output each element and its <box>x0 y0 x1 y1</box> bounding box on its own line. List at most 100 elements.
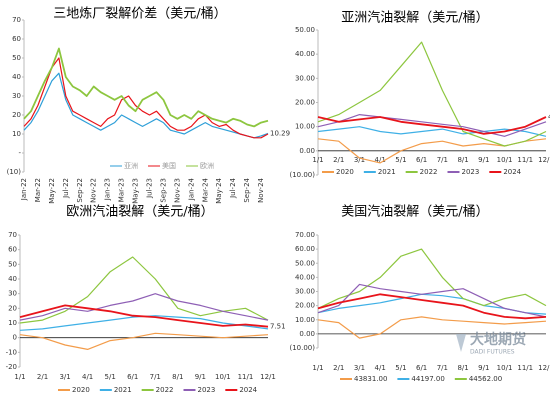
y-tick-label: 40 <box>8 275 17 283</box>
legend-label: 欧洲 <box>200 161 214 170</box>
chart: 三地炼厂裂解价差（美元/桶） (10) - 10 20 30 40 50 60 70 Jan-22 M… <box>7 7 290 204</box>
x-tick-label: 7/1 <box>150 373 161 381</box>
annotation: 10.29 <box>270 129 290 137</box>
x-tick-label: Nov-24 <box>257 177 265 202</box>
chart-title: 亚洲汽油裂解（美元/桶） <box>341 11 488 26</box>
y-tick-label: 50 <box>12 54 21 62</box>
series-line <box>19 293 269 321</box>
x-tick-label: 11/1 <box>517 364 533 372</box>
x-tick-label: Jan-23 <box>104 178 112 201</box>
logo: 大地期货 DADI FUTURES <box>456 331 526 356</box>
x-tick-label: 11/1 <box>238 373 254 381</box>
x-tick-label: May-24 <box>215 177 223 203</box>
chart-title: 欧洲汽油裂解（美元/桶） <box>66 205 213 220</box>
legend-label: 美国 <box>162 161 176 170</box>
series-line <box>317 283 547 318</box>
x-tick-label: 9/1 <box>478 364 489 372</box>
logo-name: 大地期货 <box>470 331 526 348</box>
x-tick-label: 1/1 <box>312 156 323 164</box>
series-line <box>19 315 269 331</box>
legend-label: 2022 <box>420 168 438 176</box>
x-tick-label: 4/1 <box>82 373 93 381</box>
legend-label: 2021 <box>378 168 396 176</box>
x-tick-label: Sep-23 <box>159 178 167 203</box>
legend-label: 2021 <box>114 386 132 394</box>
y-tick-label: 10 <box>8 319 17 327</box>
x-tick-label: Jul-23 <box>145 178 153 199</box>
x-tick-label: 12/1 <box>260 373 276 381</box>
legend-label: 2020 <box>336 168 354 176</box>
logo-icon <box>456 334 466 352</box>
x-tick-label: 6/1 <box>127 373 138 381</box>
series-line <box>19 332 269 350</box>
x-tick-label: Sep-24 <box>243 177 251 202</box>
logo-en: DADI FUTURES <box>470 349 515 356</box>
y-tick-label: 50.00 <box>295 26 315 34</box>
x-tick-label: Nov-22 <box>90 178 98 203</box>
annotation: 4.14 <box>548 113 550 121</box>
series-line <box>19 256 269 324</box>
x-tick-label: 10/1 <box>497 156 513 164</box>
y-tick-label: 20.00 <box>295 302 315 310</box>
x-tick-label: Nov-23 <box>173 178 181 203</box>
x-tick-label: 5/1 <box>395 364 406 372</box>
annotation: 7.51 <box>270 323 286 331</box>
series-line <box>317 248 547 309</box>
chart: 亚洲汽油裂解（美元/桶） (10.00) 0.00 10.00 20.00 30.00 40… <box>289 11 550 180</box>
y-tick-label: 50 <box>8 260 17 268</box>
x-tick-label: 1/1 <box>312 364 323 372</box>
y-tick-label: - <box>18 149 21 157</box>
x-tick-label: 4/1 <box>375 364 386 372</box>
series-line <box>19 304 269 328</box>
y-tick-label: 0.00 <box>299 330 315 338</box>
chart: 美国汽油裂解（美元/桶） (10.00) 0.00 10.00 20.00 30.00 40… <box>289 205 550 384</box>
x-tick-label: Mar-24 <box>201 177 209 202</box>
series-line <box>317 114 547 137</box>
x-tick-label: 6/1 <box>416 364 427 372</box>
chart-title: 三地炼厂裂解价差（美元/桶） <box>53 7 226 22</box>
y-tick-label: -20 <box>6 363 17 371</box>
y-tick-label: 30 <box>8 290 17 298</box>
series-line <box>317 293 547 320</box>
y-tick-label: 40 <box>12 73 21 81</box>
x-tick-label: 7/1 <box>437 156 448 164</box>
x-tick-label: 10/1 <box>215 373 231 381</box>
x-tick-label: 2/1 <box>333 156 344 164</box>
x-tick-label: 9/1 <box>195 373 206 381</box>
y-tick-label: 60 <box>8 246 17 254</box>
legend-label: 2024 <box>503 168 521 176</box>
y-tick-label: (10.00) <box>289 344 315 352</box>
series-line <box>317 316 547 339</box>
x-tick-label: 5/1 <box>395 156 406 164</box>
x-tick-label: 1/1 <box>14 373 25 381</box>
y-tick-label: 20 <box>12 111 21 119</box>
x-tick-label: 3/1 <box>354 364 365 372</box>
series-line <box>23 47 269 128</box>
y-tick-label: 20 <box>8 304 17 312</box>
x-tick-label: Mar-23 <box>118 178 126 202</box>
legend-label: 44197.00 <box>411 375 444 383</box>
y-tick-label: 50.00 <box>295 259 315 267</box>
legend-label: 44562.00 <box>469 375 502 383</box>
legend-label: 2023 <box>197 386 215 394</box>
x-tick-label: 3/1 <box>354 156 365 164</box>
y-tick-label: 60.00 <box>295 245 315 253</box>
legend-label: 2020 <box>72 386 90 394</box>
series-line <box>23 57 269 139</box>
y-tick-label: 20.00 <box>295 99 315 107</box>
y-tick-label: 30 <box>12 92 21 100</box>
y-tick-label: 40.00 <box>295 273 315 281</box>
x-tick-label: 12/1 <box>538 156 550 164</box>
y-tick-label: 70 <box>8 231 17 239</box>
legend-label: 2024 <box>239 386 257 394</box>
x-tick-label: 11/1 <box>517 156 533 164</box>
x-tick-label: May-22 <box>48 178 56 204</box>
x-tick-label: 8/1 <box>457 156 468 164</box>
x-tick-label: Jan-22 <box>20 178 28 201</box>
legend-label: 43831.00 <box>354 375 387 383</box>
legend-label: 2022 <box>156 386 174 394</box>
y-tick-label: 0.00 <box>299 147 315 155</box>
y-tick-label: (10) <box>7 168 22 176</box>
legend-label: 2023 <box>461 168 479 176</box>
x-tick-label: 5/1 <box>105 373 116 381</box>
